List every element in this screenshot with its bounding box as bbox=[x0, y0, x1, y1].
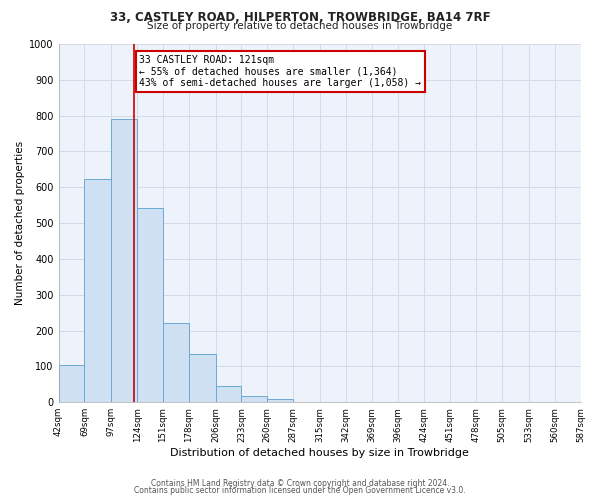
Bar bbox=[137, 208, 163, 402]
Bar bbox=[241, 396, 268, 402]
Text: 33 CASTLEY ROAD: 121sqm
← 55% of detached houses are smaller (1,364)
43% of semi: 33 CASTLEY ROAD: 121sqm ← 55% of detache… bbox=[139, 54, 421, 88]
Y-axis label: Number of detached properties: Number of detached properties bbox=[15, 141, 25, 305]
Bar bbox=[111, 119, 137, 402]
Bar bbox=[189, 354, 215, 402]
Bar bbox=[59, 366, 85, 402]
Text: 33, CASTLEY ROAD, HILPERTON, TROWBRIDGE, BA14 7RF: 33, CASTLEY ROAD, HILPERTON, TROWBRIDGE,… bbox=[110, 11, 490, 24]
X-axis label: Distribution of detached houses by size in Trowbridge: Distribution of detached houses by size … bbox=[170, 448, 469, 458]
Bar bbox=[85, 180, 111, 402]
Bar bbox=[268, 398, 293, 402]
Bar bbox=[163, 324, 189, 402]
Text: Size of property relative to detached houses in Trowbridge: Size of property relative to detached ho… bbox=[148, 21, 452, 31]
Text: Contains HM Land Registry data © Crown copyright and database right 2024.: Contains HM Land Registry data © Crown c… bbox=[151, 478, 449, 488]
Text: Contains public sector information licensed under the Open Government Licence v3: Contains public sector information licen… bbox=[134, 486, 466, 495]
Bar bbox=[215, 386, 241, 402]
